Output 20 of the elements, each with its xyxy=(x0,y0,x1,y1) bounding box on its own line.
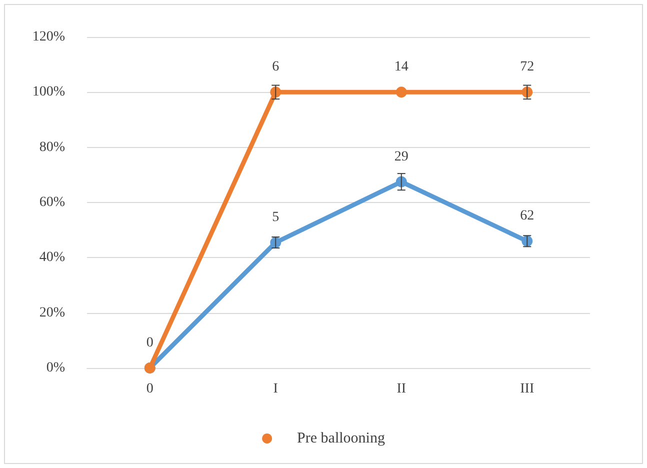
x-tick-label: II xyxy=(396,382,406,396)
y-tick-label: 100% xyxy=(32,84,66,100)
annotation: 29 xyxy=(394,149,408,164)
annotation: 14 xyxy=(394,60,408,75)
point xyxy=(396,86,407,98)
annotation: 72 xyxy=(520,60,534,75)
annotation: 5 xyxy=(272,210,280,225)
y-tick-label: 60% xyxy=(39,195,66,210)
x-tick-label: 0 xyxy=(146,382,154,396)
annotation: 0 xyxy=(146,336,154,350)
y-tick-label: 120% xyxy=(32,30,66,44)
annotation: 6 xyxy=(272,60,280,75)
y-tick-label: 0% xyxy=(46,360,66,376)
y-tick-label: 40% xyxy=(39,250,66,266)
x-tick-label: I xyxy=(273,382,278,396)
y-tick-label: 20% xyxy=(39,305,66,320)
x-tick-label: III xyxy=(520,382,534,396)
y-tick-label: 80% xyxy=(39,140,66,155)
legend-label: Pre ballooning xyxy=(297,430,386,446)
annotation: 62 xyxy=(520,208,534,224)
